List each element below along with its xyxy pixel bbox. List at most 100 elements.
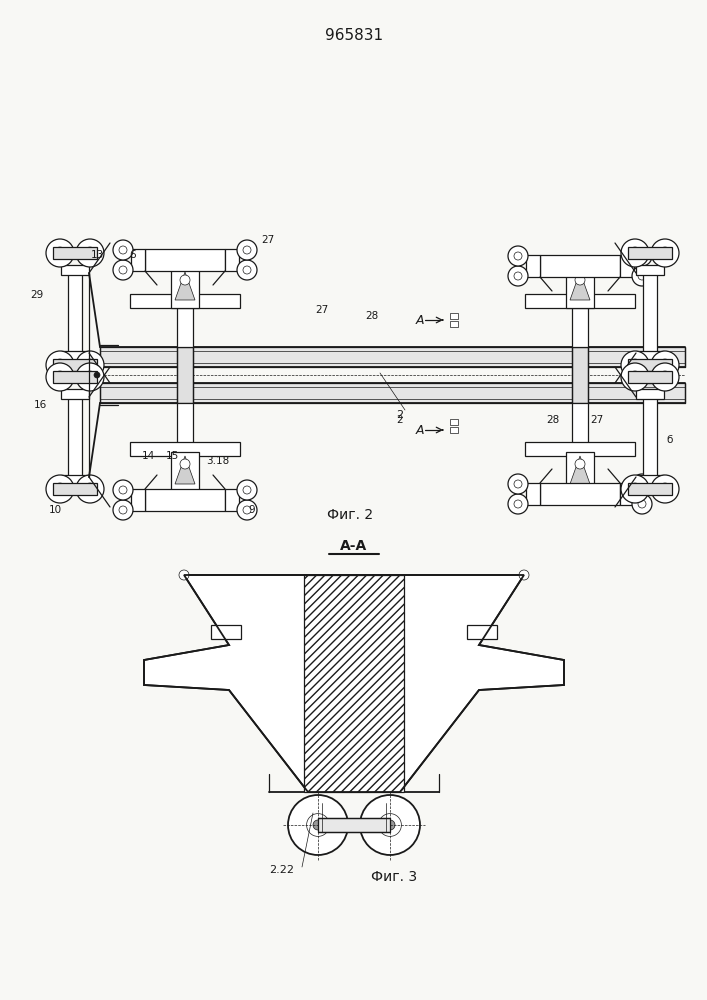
Text: А-А: А-А — [340, 539, 368, 553]
Circle shape — [84, 359, 96, 371]
Text: 27: 27 — [262, 235, 274, 245]
Bar — [572, 403, 588, 448]
Bar — [100, 383, 685, 403]
Bar — [61, 389, 89, 399]
Circle shape — [659, 359, 671, 371]
Bar — [211, 625, 241, 639]
Bar — [525, 294, 635, 308]
Circle shape — [629, 371, 641, 383]
Circle shape — [237, 500, 257, 520]
Bar — [628, 371, 672, 383]
Bar — [225, 489, 239, 511]
Circle shape — [54, 483, 66, 495]
Bar — [525, 442, 635, 456]
Circle shape — [629, 359, 641, 371]
Text: 27: 27 — [590, 415, 604, 425]
Bar — [100, 347, 685, 367]
Bar — [68, 273, 82, 353]
Circle shape — [638, 500, 646, 508]
Circle shape — [632, 494, 652, 514]
Circle shape — [638, 480, 646, 488]
Circle shape — [94, 372, 100, 378]
Circle shape — [514, 272, 522, 280]
Circle shape — [180, 459, 190, 469]
Polygon shape — [175, 272, 195, 300]
Circle shape — [651, 351, 679, 379]
Circle shape — [54, 247, 66, 259]
Text: 9: 9 — [249, 505, 255, 515]
Text: 27: 27 — [315, 305, 329, 315]
Text: б: б — [667, 435, 673, 445]
Circle shape — [651, 475, 679, 503]
Circle shape — [514, 500, 522, 508]
Circle shape — [76, 363, 104, 391]
Circle shape — [575, 459, 585, 469]
Bar — [636, 265, 664, 275]
Circle shape — [76, 351, 104, 379]
Circle shape — [243, 506, 251, 514]
Bar — [177, 403, 193, 448]
Bar — [540, 483, 620, 505]
Bar — [566, 268, 594, 308]
Polygon shape — [570, 456, 590, 484]
Circle shape — [638, 252, 646, 260]
Circle shape — [119, 266, 127, 274]
Bar — [130, 442, 240, 456]
Bar — [450, 427, 458, 433]
Polygon shape — [144, 575, 564, 792]
Circle shape — [46, 351, 74, 379]
Circle shape — [508, 494, 528, 514]
Text: 3.18: 3.18 — [206, 456, 230, 466]
Bar — [171, 268, 199, 308]
Circle shape — [313, 820, 323, 830]
Circle shape — [76, 239, 104, 267]
Bar — [130, 294, 240, 308]
Bar — [450, 321, 458, 327]
Circle shape — [46, 363, 74, 391]
Bar — [145, 249, 225, 271]
Bar — [450, 419, 458, 425]
Circle shape — [307, 814, 329, 836]
Circle shape — [84, 371, 96, 383]
Polygon shape — [304, 575, 404, 792]
Text: 2.22: 2.22 — [269, 865, 295, 875]
Bar — [53, 359, 97, 371]
Circle shape — [651, 363, 679, 391]
Bar — [636, 475, 664, 485]
Text: А: А — [416, 424, 424, 436]
Text: 28: 28 — [547, 415, 560, 425]
Text: Фиг. 2: Фиг. 2 — [327, 508, 373, 522]
Circle shape — [113, 500, 133, 520]
Bar — [467, 625, 497, 639]
Bar — [620, 483, 634, 505]
Circle shape — [360, 795, 420, 855]
Circle shape — [113, 240, 133, 260]
Circle shape — [84, 247, 96, 259]
Circle shape — [237, 260, 257, 280]
Circle shape — [621, 363, 649, 391]
Circle shape — [621, 351, 649, 379]
Circle shape — [113, 480, 133, 500]
Bar — [643, 273, 657, 353]
Circle shape — [237, 240, 257, 260]
Circle shape — [113, 260, 133, 280]
Bar — [53, 247, 97, 259]
Circle shape — [508, 474, 528, 494]
Bar — [225, 249, 239, 271]
Bar — [636, 351, 664, 361]
Circle shape — [237, 480, 257, 500]
Bar — [171, 452, 199, 492]
Text: 29: 29 — [30, 290, 44, 300]
Bar — [131, 249, 145, 271]
Bar — [61, 265, 89, 275]
Text: А: А — [416, 314, 424, 326]
Circle shape — [46, 239, 74, 267]
Circle shape — [84, 483, 96, 495]
Bar — [450, 313, 458, 319]
Circle shape — [638, 272, 646, 280]
Polygon shape — [175, 456, 195, 484]
Circle shape — [629, 483, 641, 495]
Circle shape — [514, 480, 522, 488]
Bar — [628, 247, 672, 259]
Circle shape — [119, 486, 127, 494]
